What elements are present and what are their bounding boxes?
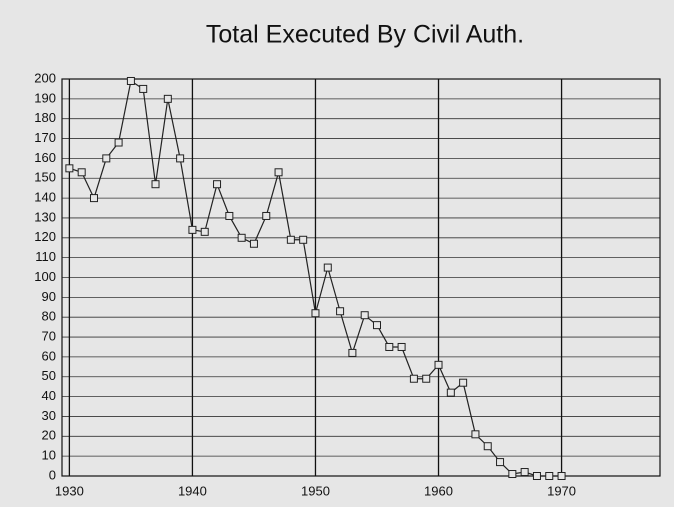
- data-point: [372, 321, 381, 330]
- x-tick-label: 1940: [178, 483, 207, 498]
- data-point: [77, 168, 86, 177]
- data-point: [163, 94, 172, 103]
- data-point: [139, 84, 148, 93]
- data-point: [348, 348, 357, 357]
- y-tick-label: 100: [34, 269, 56, 284]
- y-tick-label: 130: [34, 209, 56, 224]
- data-point: [237, 233, 246, 242]
- data-point: [336, 307, 345, 316]
- data-point: [262, 211, 271, 220]
- data-point: [409, 374, 418, 383]
- data-point: [422, 374, 431, 383]
- y-tick-label: 10: [42, 448, 56, 463]
- y-tick-label: 110: [35, 249, 56, 264]
- y-tick-label: 140: [34, 190, 56, 205]
- data-point: [385, 342, 394, 351]
- data-point: [446, 388, 455, 397]
- plot-frame: [61, 78, 661, 477]
- y-tick-label: 200: [34, 70, 56, 85]
- data-point: [114, 138, 123, 147]
- x-tick-label: 1930: [55, 483, 84, 498]
- x-tick-label: 1960: [424, 483, 453, 498]
- data-point: [274, 168, 283, 177]
- y-tick-label: 120: [34, 229, 56, 244]
- y-tick-label: 90: [42, 289, 56, 304]
- data-point: [360, 311, 369, 320]
- data-point: [483, 442, 492, 451]
- data-point: [249, 239, 258, 248]
- y-tick-label: 60: [42, 348, 56, 363]
- y-tick-label: 170: [34, 130, 56, 145]
- data-point: [176, 154, 185, 163]
- data-point: [188, 225, 197, 234]
- data-point: [532, 472, 541, 480]
- data-point: [65, 164, 74, 173]
- data-point: [225, 211, 234, 220]
- data-point: [286, 235, 295, 244]
- data-point: [200, 227, 209, 236]
- x-tick-label: 1970: [547, 483, 576, 498]
- y-tick-label: 180: [34, 110, 56, 125]
- data-point: [520, 468, 529, 477]
- data-point: [89, 194, 98, 203]
- data-point: [545, 472, 554, 480]
- y-tick-label: 0: [49, 467, 56, 482]
- y-tick-label: 80: [42, 309, 56, 324]
- y-tick-label: 30: [42, 408, 56, 423]
- x-tick-label: 1950: [301, 483, 330, 498]
- data-point: [311, 309, 320, 318]
- y-tick-label: 70: [42, 328, 56, 343]
- data-point: [471, 430, 480, 439]
- data-point: [434, 360, 443, 369]
- data-point: [496, 458, 505, 467]
- data-point: [397, 342, 406, 351]
- data-point: [508, 470, 517, 479]
- data-point: [459, 378, 468, 387]
- data-point: [126, 76, 135, 85]
- data-point: [323, 263, 332, 272]
- y-tick-label: 150: [34, 170, 56, 185]
- data-point: [151, 180, 160, 189]
- y-tick-label: 50: [42, 368, 56, 383]
- y-tick-label: 20: [42, 428, 56, 443]
- chart-title: Total Executed By Civil Auth.: [206, 21, 524, 49]
- data-point: [102, 154, 111, 163]
- y-tick-label: 160: [34, 150, 56, 165]
- y-tick-label: 40: [42, 388, 56, 403]
- data-point: [557, 472, 566, 480]
- data-point: [299, 235, 308, 244]
- data-point: [213, 180, 222, 189]
- y-tick-label: 190: [34, 90, 56, 105]
